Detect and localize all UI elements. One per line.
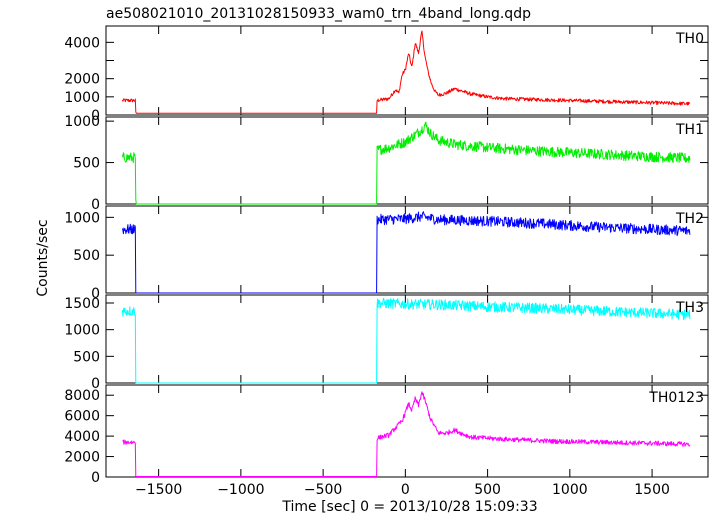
panel-th3: 0 500 1000 1500 TH3	[64, 294, 709, 392]
y-tick-label: 1000	[64, 114, 100, 130]
panel-frame	[105, 116, 709, 205]
panel-frame	[105, 205, 709, 294]
panel-frame	[105, 384, 709, 478]
panel-th1: 0 500 1000 TH1	[64, 114, 709, 213]
x-axis-label: Time [sec] 0 = 2013/10/28 15:09:33	[281, 499, 537, 515]
panel-frame	[105, 294, 709, 384]
y-tick-label: 500	[73, 156, 100, 172]
plot-title: ae508021010_20131028150933_wam0_trn_4ban…	[106, 6, 531, 22]
x-tick-label: 0	[401, 482, 410, 498]
x-tick-label: 1000	[552, 482, 588, 498]
panel-th2: 0 500 1000 TH2	[64, 205, 709, 302]
y-tick-label: 0	[91, 197, 100, 213]
y-tick-label: 500	[73, 349, 100, 365]
series-line-th0	[121, 30, 691, 114]
y-tick-label: 1000	[64, 90, 100, 106]
y-tick-label: 8000	[64, 388, 100, 404]
y-tick-label: 4000	[64, 35, 100, 51]
panel-th0123: 0 2000 4000 6000 8000 −1500 −1000 −500 0 500 1000 1…	[64, 384, 709, 498]
panel-label: TH1	[675, 122, 704, 138]
y-tick-label: 4000	[64, 429, 100, 445]
panel-frame	[105, 25, 709, 116]
series-line-th1	[121, 121, 691, 205]
panel-label: TH0	[675, 31, 704, 47]
y-tick-label: 1000	[64, 210, 100, 226]
x-tick-label: −1000	[217, 482, 264, 498]
y-tick-label: 2000	[64, 72, 100, 88]
y-tick-label: 1000	[64, 323, 100, 339]
y-tick-label: 6000	[64, 409, 100, 425]
panel-label: TH0123	[648, 390, 704, 406]
y-tick-label: 2000	[64, 450, 100, 466]
panel-label: TH3	[675, 300, 704, 316]
panel-th0: 0 1000 2000 4000 TH0	[64, 25, 709, 124]
y-tick-label: 0	[91, 470, 100, 486]
x-tick-label: −500	[304, 482, 342, 498]
y-axis-label: Counts/sec	[35, 219, 51, 296]
y-tick-label: 1500	[64, 296, 100, 312]
series-line-th2	[121, 211, 691, 294]
y-tick-label: 0	[91, 286, 100, 302]
series-line-th3	[121, 297, 691, 384]
y-tick-label: 500	[73, 248, 100, 264]
x-tick-label: 1500	[634, 482, 670, 498]
series-line-th0123	[122, 391, 691, 477]
panel-label: TH2	[675, 211, 704, 227]
y-tick-label: 0	[91, 108, 100, 124]
x-tick-label: 500	[474, 482, 501, 498]
y-tick-label: 0	[91, 376, 100, 392]
x-tick-label: −1500	[135, 482, 182, 498]
